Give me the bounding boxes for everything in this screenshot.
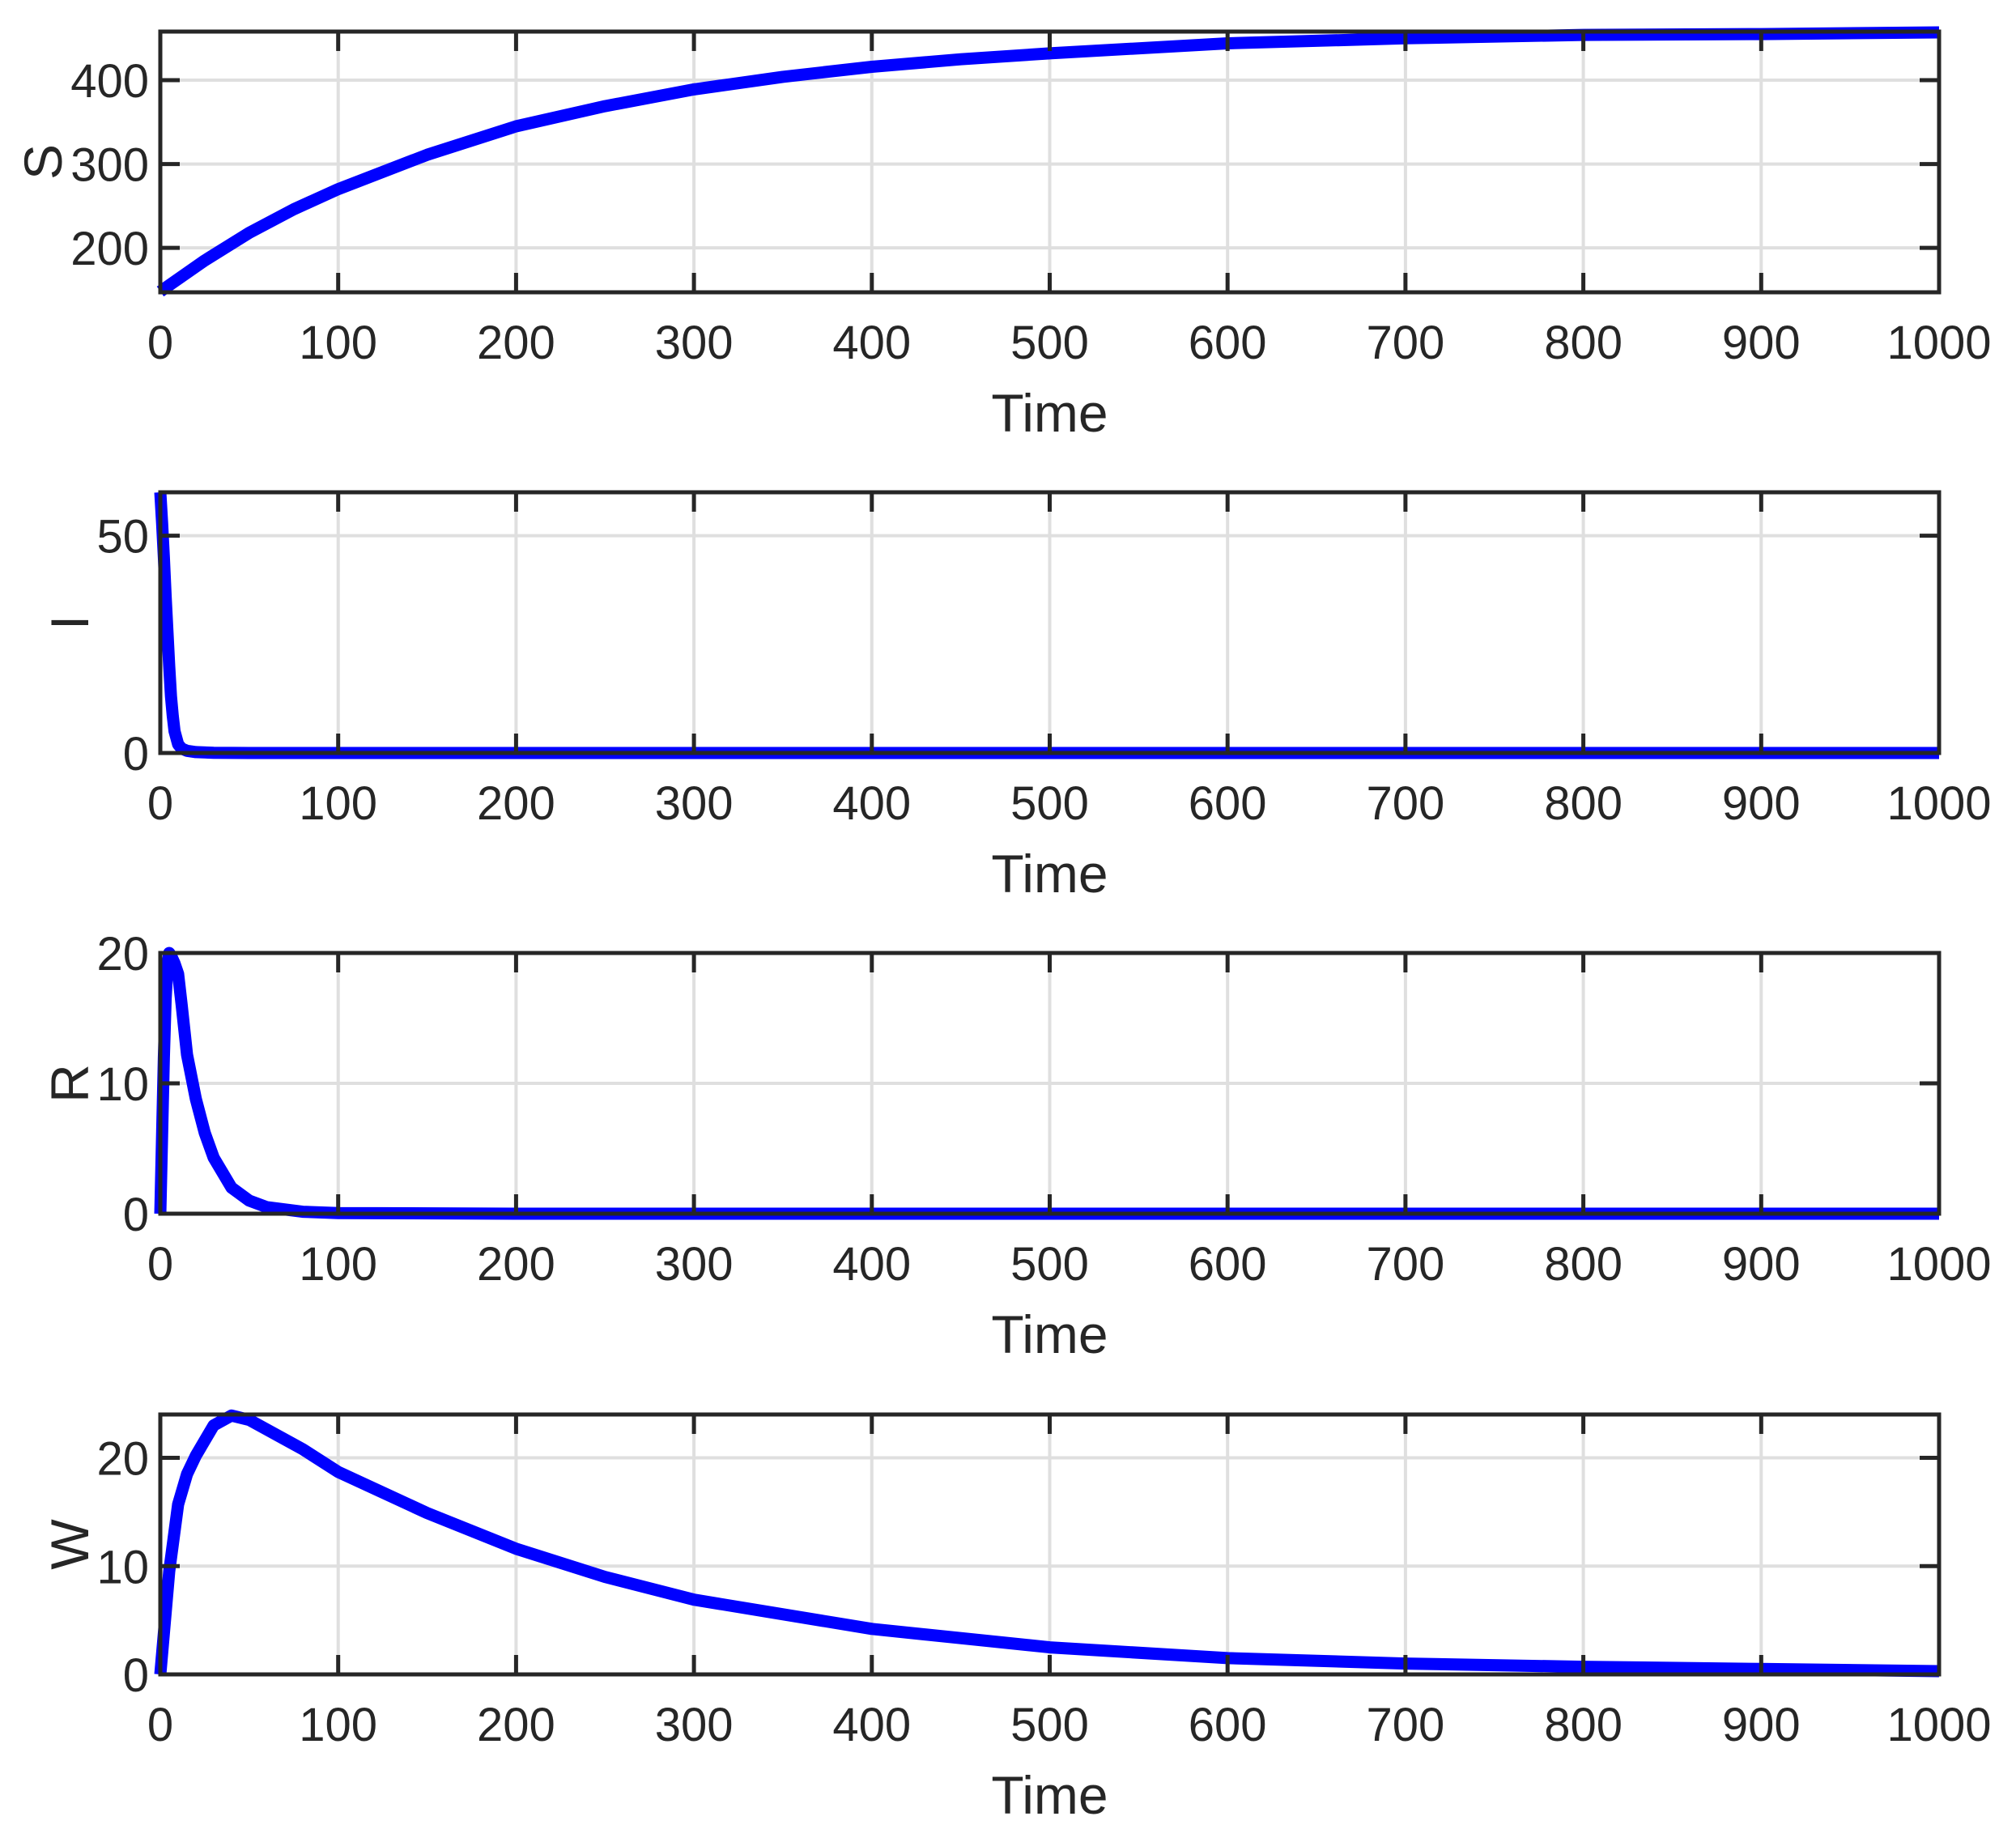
- series-line-s: [156, 26, 1940, 297]
- tick-marks: [158, 1414, 1942, 1677]
- x-tick-label: 200: [477, 1699, 555, 1751]
- x-tick-label: 300: [655, 1699, 734, 1751]
- y-tick-label: 200: [70, 223, 149, 275]
- y-axis-label: R: [40, 1064, 100, 1103]
- x-axis-label: Time: [991, 1304, 1108, 1364]
- gridlines: [160, 953, 1939, 1214]
- x-tick-label: 900: [1722, 777, 1801, 830]
- x-tick-label: 400: [832, 777, 911, 830]
- x-tick-label: 800: [1544, 317, 1623, 369]
- x-tick-label: 100: [299, 1699, 377, 1751]
- x-tick-label: 900: [1722, 317, 1801, 369]
- x-tick-label: 100: [299, 1238, 377, 1291]
- x-tick-label: 600: [1189, 1699, 1267, 1751]
- x-tick-label: 400: [832, 1238, 911, 1291]
- y-tick-label: 400: [70, 55, 149, 108]
- tick-marks: [158, 492, 1942, 755]
- x-tick-label: 500: [1010, 1699, 1089, 1751]
- x-axis-label: Time: [991, 1765, 1108, 1825]
- y-tick-label: 0: [123, 1189, 149, 1241]
- y-tick-label: 0: [123, 728, 149, 781]
- x-tick-label: 100: [299, 777, 377, 830]
- y-tick-label: 20: [96, 1433, 149, 1486]
- x-axis-label: Time: [991, 844, 1108, 904]
- x-tick-label: 300: [655, 317, 734, 369]
- x-tick-label: 700: [1367, 1699, 1445, 1751]
- x-tick-label: 800: [1544, 777, 1623, 830]
- x-tick-label: 900: [1722, 1699, 1801, 1751]
- x-tick-label: 700: [1367, 1238, 1445, 1291]
- x-tick-label: 300: [655, 777, 734, 830]
- x-tick-label: 200: [477, 317, 555, 369]
- x-tick-label: 500: [1010, 777, 1089, 830]
- x-tick-label: 700: [1367, 317, 1445, 369]
- x-tick-label: 800: [1544, 1238, 1623, 1291]
- x-tick-label: 600: [1189, 317, 1267, 369]
- x-tick-label: 300: [655, 1238, 734, 1291]
- series-line-w: [154, 1409, 1940, 1678]
- y-tick-label: 10: [96, 1058, 149, 1111]
- x-tick-label: 1000: [1886, 317, 1991, 369]
- tick-marks: [158, 32, 1942, 292]
- x-tick-label: 500: [1010, 317, 1089, 369]
- y-tick-label: 50: [96, 511, 149, 564]
- x-tick-label: 700: [1367, 777, 1445, 830]
- x-tick-label: 0: [147, 777, 173, 830]
- y-tick-label: 0: [123, 1649, 149, 1702]
- x-tick-label: 100: [299, 317, 377, 369]
- gridlines: [160, 492, 1939, 753]
- x-tick-label: 200: [477, 777, 555, 830]
- x-tick-label: 0: [147, 1699, 173, 1751]
- subplot-s: 0 100 200 300 400 500 600 700 800 900 1000 200 300 40…: [13, 26, 1992, 443]
- tick-marks: [158, 951, 1942, 1216]
- x-tick-label: 800: [1544, 1699, 1623, 1751]
- x-tick-label: 400: [832, 317, 911, 369]
- x-tick-label: 1000: [1886, 1699, 1991, 1751]
- x-tick-label: 500: [1010, 1238, 1089, 1291]
- subplot-w: 0 100 200 300 400 500 600 700 800 900 1000 0 10 20 Tim…: [40, 1409, 1992, 1825]
- y-tick-label: 300: [70, 139, 149, 192]
- subplot-r: 0 100 200 300 400 500 600 700 800 900 1000 0 10 20 Tim…: [40, 928, 1992, 1364]
- x-tick-label: 200: [477, 1238, 555, 1291]
- x-axis-label: Time: [991, 383, 1108, 443]
- y-axis-label: S: [13, 144, 73, 180]
- x-tick-label: 900: [1722, 1238, 1801, 1291]
- subplot-i: 0 100 200 300 400 500 600 700 800 900 1000 0 50 Time I: [40, 490, 1992, 904]
- gridlines: [160, 32, 1939, 292]
- y-tick-label: 20: [96, 928, 149, 981]
- gridlines: [160, 1414, 1939, 1674]
- x-tick-label: 600: [1189, 777, 1267, 830]
- y-axis-label: W: [40, 1519, 100, 1570]
- y-axis-label: I: [40, 615, 100, 630]
- x-tick-label: 0: [147, 1238, 173, 1291]
- x-tick-label: 1000: [1886, 1238, 1991, 1291]
- x-tick-label: 0: [147, 317, 173, 369]
- y-tick-label: 10: [96, 1541, 149, 1593]
- x-tick-label: 400: [832, 1699, 911, 1751]
- x-tick-label: 600: [1189, 1238, 1267, 1291]
- x-tick-label: 1000: [1886, 777, 1991, 830]
